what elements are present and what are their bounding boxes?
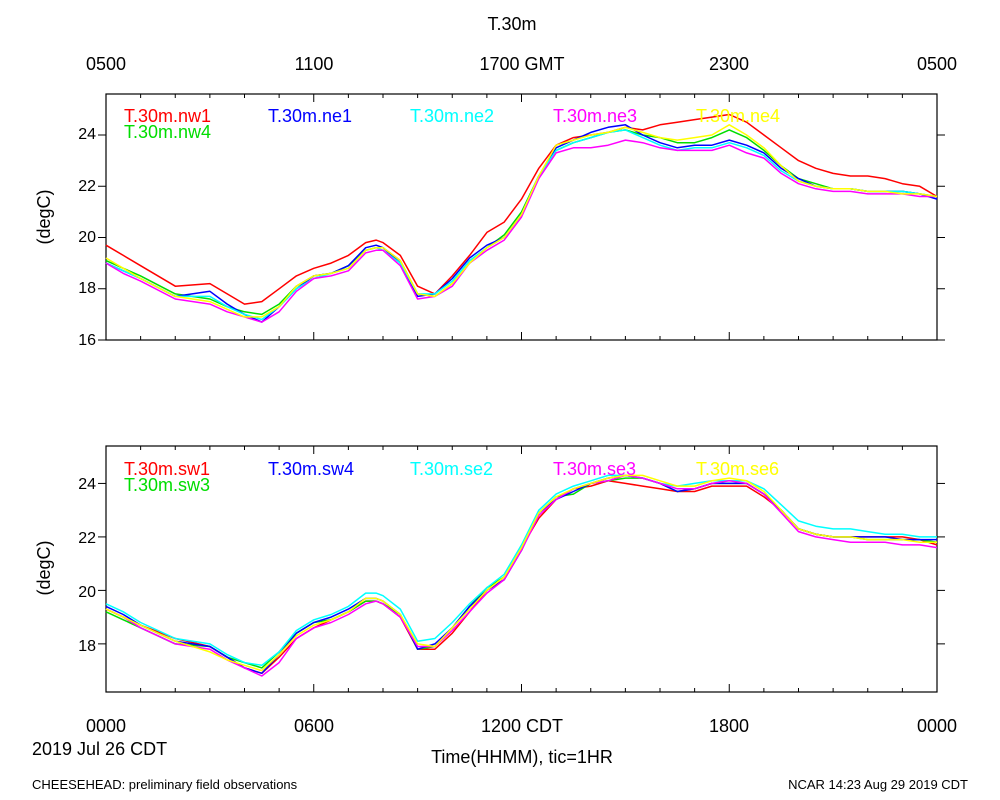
top-ytick-18: 18 <box>78 280 96 297</box>
series-line-t-30m-sw1 <box>105 480 938 675</box>
bottom-ytick-24: 24 <box>78 476 96 493</box>
series-line-t-30m-se2 <box>105 474 937 667</box>
cdt-tick-0: 0000 <box>86 716 126 736</box>
x-axis-label: Time(HHMM), tic=1HR <box>431 747 613 767</box>
gmt-tick-2: 1700 GMT <box>479 54 564 74</box>
gmt-tick-0: 0500 <box>86 54 126 74</box>
date-label: 2019 Jul 26 CDT <box>32 739 167 759</box>
legend-se2: T.30m.se2 <box>410 459 493 479</box>
top-ytick-24: 24 <box>78 126 96 143</box>
credit-right: NCAR 14:23 Aug 29 2019 CDT <box>788 777 968 792</box>
series-line-t-30m-ne2 <box>105 129 938 321</box>
legend-nw1: T.30m.nw1 <box>124 106 211 126</box>
series-line-t-30m-se3 <box>105 474 938 677</box>
legend-ne3: T.30m.ne3 <box>553 106 637 126</box>
bottom-panel-series <box>105 474 938 677</box>
series-line-t-30m-ne1 <box>105 124 938 323</box>
series-line-t-30m-nw4 <box>105 129 938 316</box>
cdt-tick-1: 0600 <box>294 716 334 736</box>
legend-ne1: T.30m.ne1 <box>268 106 352 126</box>
series-line-t-30m-ne4 <box>105 124 938 318</box>
bottom-panel-frame <box>105 445 938 693</box>
top-ytick-16: 16 <box>78 332 96 349</box>
chart-title: T.30m <box>487 14 536 34</box>
top-panel-series <box>105 113 938 323</box>
series-line-t-30m-nw1 <box>105 113 938 305</box>
legend-nw4: T.30m.nw4 <box>124 122 211 142</box>
gmt-tick-4: 0500 <box>917 54 957 74</box>
top-ytick-22: 22 <box>78 178 96 195</box>
cdt-tick-4: 0000 <box>917 716 957 736</box>
legend-ne4: T.30m.ne4 <box>696 106 780 126</box>
series-line-t-30m-sw4 <box>105 474 937 675</box>
cdt-tick-2: 1200 CDT <box>481 716 563 736</box>
bottom-ytick-22: 22 <box>78 530 96 547</box>
top-panel-ticks <box>98 94 945 341</box>
legend-ne2: T.30m.ne2 <box>410 106 494 126</box>
bottom-panel: (degC) 18 20 22 24 T.30m.sw1 T.30m.sw3 T… <box>34 445 945 693</box>
top-ytick-20: 20 <box>78 229 96 246</box>
top-panel: (degC) 16 18 20 22 24 T.30m.nw1 T.30m.nw… <box>34 93 945 349</box>
credit-left: CHEESEHEAD: preliminary field observatio… <box>32 777 298 792</box>
legend-sw4: T.30m.sw4 <box>268 459 354 479</box>
legend-se3: T.30m.se3 <box>553 459 636 479</box>
legend-se6: T.30m.se6 <box>696 459 779 479</box>
bottom-ytick-20: 20 <box>78 584 96 601</box>
bottom-ytick-18: 18 <box>78 638 96 655</box>
series-line-t-30m-sw3 <box>105 477 938 669</box>
bottom-ylabel: (degC) <box>34 540 54 595</box>
gmt-tick-3: 2300 <box>709 54 749 74</box>
series-line-t-30m-ne3 <box>105 139 937 323</box>
cdt-tick-3: 1800 <box>709 716 749 736</box>
gmt-tick-1: 1100 <box>295 54 334 74</box>
bottom-panel-ticks <box>98 446 945 692</box>
series-line-t-30m-se6 <box>105 474 937 672</box>
top-ylabel: (degC) <box>34 189 54 244</box>
legend-sw3: T.30m.sw3 <box>124 475 210 495</box>
legend-sw1: T.30m.sw1 <box>124 459 210 479</box>
